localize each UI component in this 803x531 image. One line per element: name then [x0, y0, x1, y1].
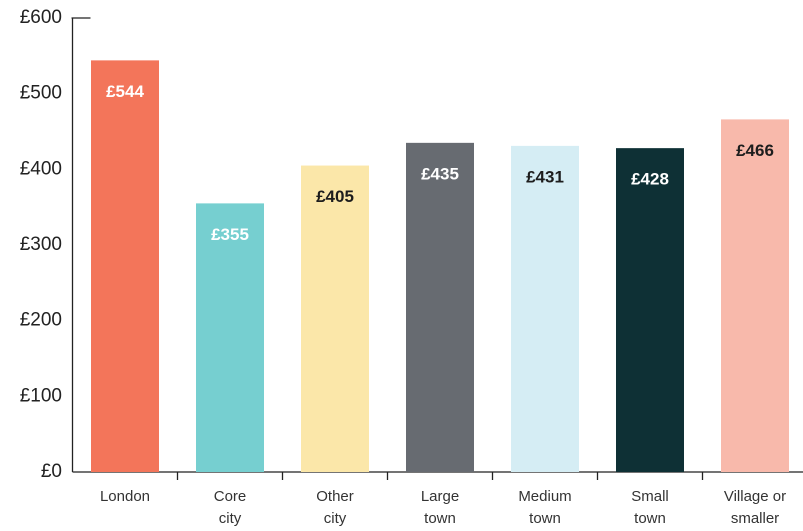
bar	[196, 203, 264, 472]
y-tick-label: £0	[41, 461, 62, 482]
bar	[301, 165, 369, 473]
y-tick-label: £200	[20, 310, 62, 331]
value-label: £405	[316, 187, 354, 206]
y-tick-label: £400	[20, 158, 62, 179]
x-tick-label: Other city	[316, 488, 354, 527]
value-label: £466	[736, 141, 774, 160]
value-label: £544	[106, 82, 144, 101]
y-tick-label: £500	[20, 83, 62, 104]
bar	[511, 145, 579, 473]
bar	[91, 60, 159, 473]
x-tick-label: Core city	[214, 488, 247, 527]
value-label: £435	[421, 164, 459, 183]
y-tick-label: £100	[20, 385, 62, 406]
x-tick-label: London	[100, 488, 150, 505]
y-tick-label: £300	[20, 234, 62, 255]
bar	[721, 119, 789, 472]
x-tick-label: Large town	[421, 488, 459, 527]
bar	[616, 148, 684, 472]
bar	[406, 142, 474, 472]
x-tick-label: Village or smaller	[724, 488, 786, 527]
value-label: £431	[526, 167, 564, 186]
y-tick-label: £600	[20, 7, 62, 28]
value-label: £428	[631, 170, 669, 189]
value-label: £355	[211, 225, 249, 244]
x-tick-label: Small town	[631, 488, 669, 527]
x-tick-label: Medium town	[518, 488, 571, 527]
